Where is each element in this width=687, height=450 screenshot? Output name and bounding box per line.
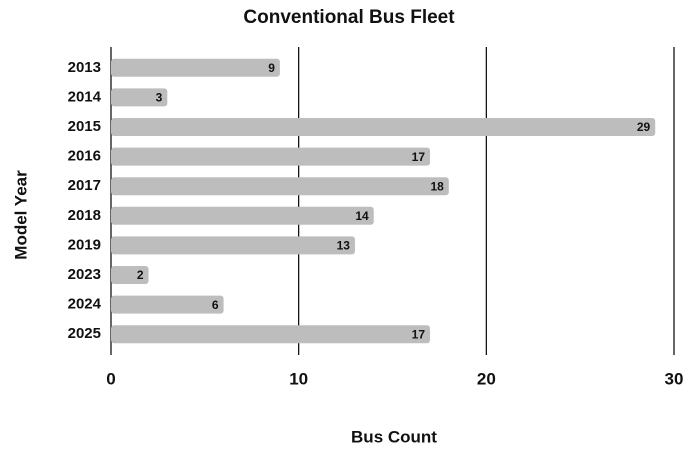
value-label: 17 [412, 327, 426, 341]
y-axis-label: Model Year [11, 170, 30, 260]
bar [111, 325, 431, 344]
bar [111, 266, 149, 284]
y-tick-label: 2013 [68, 59, 101, 76]
x-tick-label: 10 [289, 369, 308, 388]
x-tick-label: 0 [106, 369, 115, 388]
bar [111, 177, 449, 196]
bar [111, 88, 168, 107]
y-tick-label: 2023 [68, 266, 101, 283]
x-axis-label: Bus Count [351, 427, 437, 446]
value-label: 9 [268, 61, 275, 75]
value-label: 13 [337, 239, 351, 253]
y-tick-label: 2016 [68, 148, 101, 165]
y-tick-label: 2015 [68, 118, 101, 135]
bar [111, 147, 431, 166]
value-label: 17 [412, 150, 426, 164]
bar [111, 295, 224, 314]
value-label: 2 [137, 268, 144, 282]
bar [111, 118, 656, 136]
value-label: 18 [430, 179, 444, 193]
x-tick-label: 20 [477, 369, 496, 388]
y-tick-label: 2014 [68, 88, 102, 105]
value-label: 3 [156, 91, 163, 105]
y-tick-label: 2017 [68, 177, 101, 194]
value-label: 29 [637, 120, 651, 134]
y-tick-label: 2018 [68, 207, 101, 224]
value-label: 6 [212, 298, 219, 312]
y-tick-label: 2019 [68, 236, 101, 253]
x-tick-label: 30 [665, 369, 684, 388]
bar [111, 206, 374, 225]
chart-title: Conventional Bus Fleet [243, 7, 455, 28]
bar [111, 58, 280, 77]
value-label: 14 [355, 209, 369, 223]
y-tick-label: 2025 [68, 325, 101, 342]
y-tick-label: 2024 [68, 296, 102, 313]
bar [111, 236, 355, 255]
